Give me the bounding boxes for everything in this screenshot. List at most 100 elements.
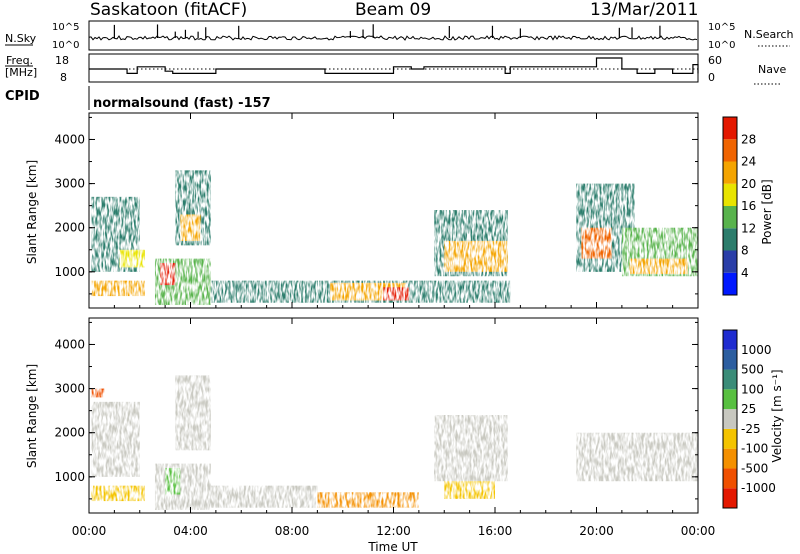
velocity-y-axis: 1000 2000 3000 4000 [54,321,698,500]
power-y-axis: 1000 2000 3000 4000 [54,116,698,295]
nsky-tick-bottom: 10^0 [52,40,79,51]
velocity-echo-region-0 [91,401,140,477]
power-colorbar-swatch-4 [723,183,737,206]
velocity-colorbar-swatch-5 [723,389,737,410]
velocity-colorbar-tick-4: -25 [741,422,761,436]
power-echo-field [91,170,698,305]
velocity-colorbar-swatch-7 [723,349,737,370]
nsky-spikes [113,24,661,38]
velocity-colorbar-swatch-8 [723,330,737,350]
velocity-ytick-label-1: 2000 [54,426,85,440]
power-colorbar-tick-1: 8 [741,244,749,258]
xtick-label-0: 00:00 [72,524,107,538]
velocity-echo-region-4 [165,468,181,495]
nsky-strip-frame [88,20,699,51]
velocity-colorbar: 1000 500 100 25 -25 -100 -500 -1000 [722,329,776,509]
time-x-axis: 00:00 04:00 08:00 12:00 16:00 20:00 00:00 [72,113,716,538]
xtick-label-5: 20:00 [579,524,614,538]
velocity-echo-region-2 [91,388,105,398]
nsky-series-line [88,35,698,41]
velocity-colorbar-label: Velocity [m s⁻¹] [770,369,784,462]
freq-label-line2: [MHz] [5,66,37,79]
xtick-label-6: 00:00 [681,524,716,538]
velocity-colorbar-swatch-4 [723,409,737,429]
nsearch-tick-bottom: 10^0 [708,40,735,51]
nsearch-label: N.Search [744,28,794,41]
velocity-echo-region-1 [91,485,145,502]
power-colorbar-swatch-7 [723,117,737,140]
velocity-colorbar-tick-6: -500 [741,461,768,475]
power-ytick-label-1: 2000 [54,221,85,235]
velocity-echo-region-9 [444,481,495,499]
velocity-echo-region-5 [175,375,211,451]
freq-tick-top: 18 [55,54,69,67]
time-xlabel: Time UT [367,540,418,554]
xtick-label-4: 16:00 [478,524,513,538]
freq-series-line [89,57,699,75]
power-ytick-label-3: 4000 [54,132,85,146]
velocity-colorbar-swatch-6 [723,369,737,390]
power-colorbar-swatch-5 [723,161,737,184]
velocity-colorbar-tick-2: 100 [741,382,764,396]
power-colorbar: 4 8 12 16 20 24 28 [722,116,756,296]
power-ytick-label-0: 1000 [54,265,85,279]
nave-label: Nave [758,63,786,76]
xtick-label-3: 12:00 [376,524,411,538]
velocity-colorbar-frame [722,329,738,509]
power-colorbar-tick-6: 28 [741,132,756,146]
power-colorbar-tick-0: 4 [741,266,749,280]
freq-tick-bottom: 8 [60,71,67,84]
power-echo-region-11 [444,240,508,272]
velocity-ytick-label-3: 4000 [54,337,85,351]
velocity-colorbar-tick-5: -100 [741,442,768,456]
power-colorbar-swatch-6 [723,139,737,162]
nave-tick-bottom: 0 [708,71,715,84]
cpid-label: CPID [5,89,40,104]
power-ylabel: Slant Range [km] [25,160,39,264]
velocity-echo-field [91,375,698,510]
power-colorbar-swatch-2 [723,228,737,251]
velocity-echo-region-6 [210,485,318,508]
power-colorbar-swatch-1 [723,250,737,273]
power-echo-region-6 [180,214,201,241]
cpid-text: normalsound (fast) -157 [93,96,271,111]
beam-title: Beam 09 [355,0,431,20]
velocity-ytick-label-2: 3000 [54,382,85,396]
power-echo-region-15 [629,258,688,275]
power-colorbar-frame [722,116,738,296]
power-colorbar-tick-3: 16 [741,199,756,213]
velocity-colorbar-tick-1: 500 [741,363,764,377]
velocity-colorbar-tick-3: 25 [741,402,756,416]
power-echo-region-1 [91,280,145,297]
velocity-ytick-label-0: 1000 [54,470,85,484]
velocity-colorbar-swatch-1 [723,468,737,489]
velocity-colorbar-swatch-0 [723,488,737,508]
xtick-label-2: 08:00 [275,524,310,538]
nave-tick-top: 60 [708,54,722,67]
power-colorbar-tick-4: 20 [741,177,756,191]
velocity-ylabel: Slant Range [km] [25,364,39,468]
velocity-colorbar-swatch-3 [723,428,737,449]
power-colorbar-tick-2: 12 [741,221,756,235]
velocity-echo-region-8 [434,415,508,482]
power-colorbar-label: Power [dB] [760,179,774,244]
power-colorbar-swatch-0 [723,272,737,295]
date-title: 13/Mar/2011 [590,0,698,20]
nsearch-tick-top: 10^5 [708,22,735,33]
freq-label-line1: Freq. [6,54,33,67]
power-colorbar-tick-5: 24 [741,155,756,169]
power-echo-region-9 [383,287,409,301]
power-colorbar-swatch-3 [723,206,737,229]
velocity-colorbar-tick-0: 1000 [741,343,772,357]
xtick-label-1: 04:00 [173,524,208,538]
velocity-echo-region-10 [576,432,698,482]
power-echo-region-2 [119,249,145,268]
nsky-tick-top: 10^5 [52,22,79,33]
power-ytick-label-2: 3000 [54,177,85,191]
power-echo-region-4 [160,263,176,286]
velocity-colorbar-swatch-2 [723,448,737,469]
velocity-echo-region-7 [317,492,419,508]
power-echo-region-13 [581,227,612,259]
velocity-echo-region-3 [154,463,211,510]
